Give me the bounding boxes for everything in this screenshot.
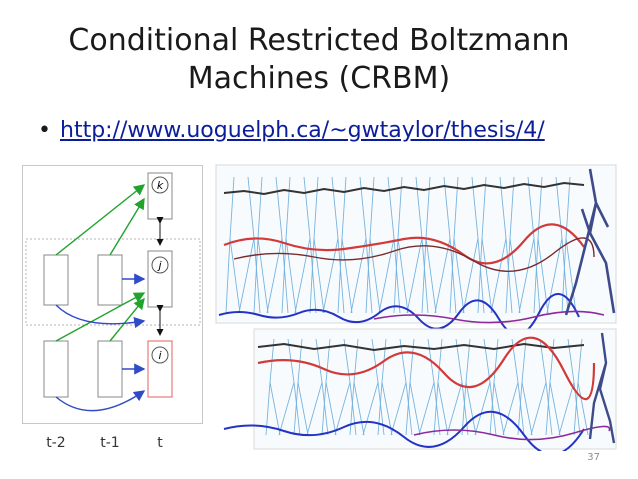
upper-panel [215,164,617,336]
title-line-2: Machines (CRBM) [187,61,451,96]
blue-arrow-t2-to-i-upper [55,304,146,329]
green-arrow-t2-to-j [55,292,146,342]
lower-purple-trace [413,425,611,441]
green-arrow-t1-to-k [109,197,145,256]
upper-final-pose [564,168,616,316]
unit-circle-j [151,256,169,274]
bullet-dot: • [38,118,51,143]
unit-circle-k [151,176,169,194]
unit-label-i: i [158,349,161,362]
skeleton-stroke [546,176,569,314]
skeleton-stroke [362,338,385,436]
skeleton-stroke [517,338,533,436]
title-line-1: Conditional Restricted Boltzmann [68,23,570,58]
slide-title: Conditional Restricted Boltzmann Machine… [0,22,638,98]
slide-number: 37 [587,452,600,463]
skeleton-stroke [558,338,581,436]
skeleton-stroke [265,338,281,436]
upper-red-trace [223,223,585,265]
time-label-t2: t-2 [46,435,65,451]
skeleton-stroke [462,176,485,314]
skeleton-stroke [490,176,513,314]
past-box-t2-lower [43,340,69,398]
lower-blue-trace [223,410,585,451]
skeleton-stroke [561,176,577,314]
unit-circle-i [151,346,169,364]
past-box-t1-lower [97,340,123,398]
upper-dark-red-trace [233,237,595,272]
skeleton-stroke [489,338,505,436]
bullet-item: • http://www.uoguelph.ca/~gwtaylor/thesis… [38,116,545,146]
motion-capture-figure [214,163,619,451]
skeleton-stroke [266,176,289,314]
blue-arrow-t2-to-i-lower [55,390,146,412]
skeleton-stroke [461,338,477,436]
skeleton-stroke [434,176,457,314]
skeleton-stroke [505,176,521,314]
skeleton-stroke [278,338,301,436]
skeleton-stroke [433,338,449,436]
lower-dark-trace [257,342,585,352]
skeleton-stroke [502,338,525,436]
skeleton-stroke [350,176,373,314]
skeleton-stroke [225,176,241,314]
unit-label-j: j [156,259,162,272]
lower-panel [223,328,617,451]
diagram-frame [22,165,203,424]
skeleton-stroke [334,338,357,436]
unit-label-k: k [157,179,164,192]
crbm-diagram: k j i t-2 t-1 t [22,165,203,451]
green-arrow-t2-to-k [55,184,146,256]
upper-dark-trace [223,181,585,196]
past-box-t1-upper [97,254,123,306]
skeleton-stroke [530,338,553,436]
skeleton-stroke [573,338,589,436]
green-arrow-t1-to-j [109,297,145,342]
hidden-layer-frame [25,238,201,326]
skeleton-stroke [418,338,441,436]
skeleton-stroke [474,338,497,436]
skeleton-stroke [393,176,409,314]
skeleton-stroke [446,338,469,436]
skeleton-stroke [306,338,329,436]
skeleton-stroke [337,176,353,314]
skeleton-stroke [293,338,309,436]
skeleton-stroke [518,176,541,314]
skeleton-stroke [378,176,401,314]
time-label-t: t [157,435,163,451]
upper-purple-trace [373,310,605,324]
skeleton-stroke [321,338,337,436]
skeleton-stroke [349,338,365,436]
unit-box-j [147,250,173,308]
lower-final-pose [588,332,616,444]
skeleton-stroke [377,338,393,436]
skeleton-stroke [294,176,317,314]
skeleton-stroke [477,176,493,314]
skeleton-stroke [281,176,297,314]
thesis-link[interactable]: http://www.uoguelph.ca/~gwtaylor/thesis/… [60,118,545,143]
past-box-t2-upper [43,254,69,306]
time-label-t1: t-1 [100,435,119,451]
lower-red-trace [257,336,596,401]
skeleton-stroke [365,176,381,314]
